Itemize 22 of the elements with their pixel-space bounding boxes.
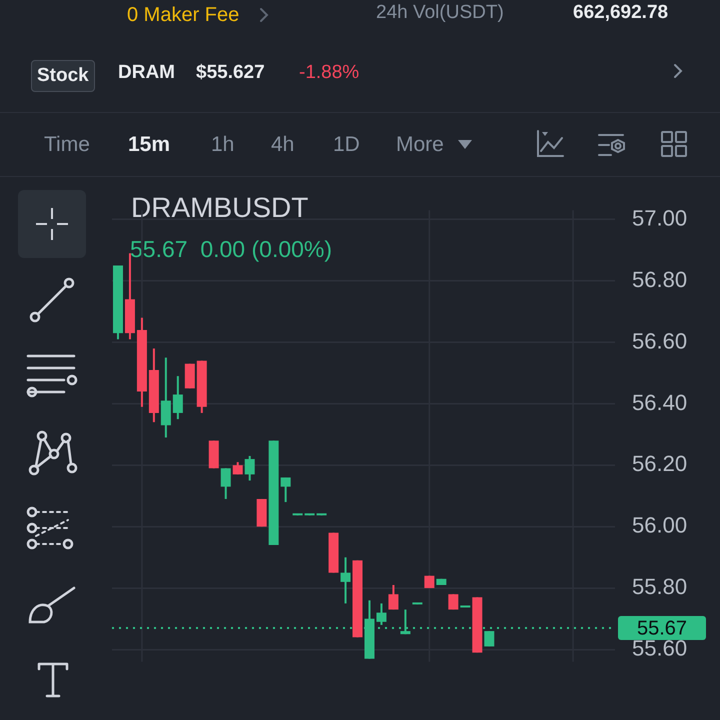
chart-title: DRAMBUSDT xyxy=(131,192,308,224)
text: Time xyxy=(44,132,90,158)
text: 0 Maker Fee xyxy=(127,3,240,28)
text: 1h xyxy=(211,132,234,158)
text: $55.627 xyxy=(196,61,265,85)
text: DRAM xyxy=(118,61,175,85)
y-tick-label: 56.20 xyxy=(632,451,688,476)
text: 662,692.78 xyxy=(573,1,668,25)
y-tick-label: 55.80 xyxy=(632,574,688,600)
y-tick-label: 56.60 xyxy=(632,328,688,354)
y-tick-label: 56.40 xyxy=(632,390,688,415)
text: 1D xyxy=(333,132,360,158)
text: 4h xyxy=(271,132,294,158)
y-tick-label: 57.00 xyxy=(632,205,688,230)
y-tick-label: 56.00 xyxy=(632,512,688,538)
text: -1.88% xyxy=(299,61,360,85)
annotation: 55.67 0.00 (0.00%) xyxy=(130,236,332,262)
text: More xyxy=(396,132,444,158)
text: Stock xyxy=(31,60,95,92)
text: 15m xyxy=(128,132,170,158)
y-tick-label: 56.80 xyxy=(632,266,688,292)
text: 24h Vol(USDT) xyxy=(376,1,504,25)
